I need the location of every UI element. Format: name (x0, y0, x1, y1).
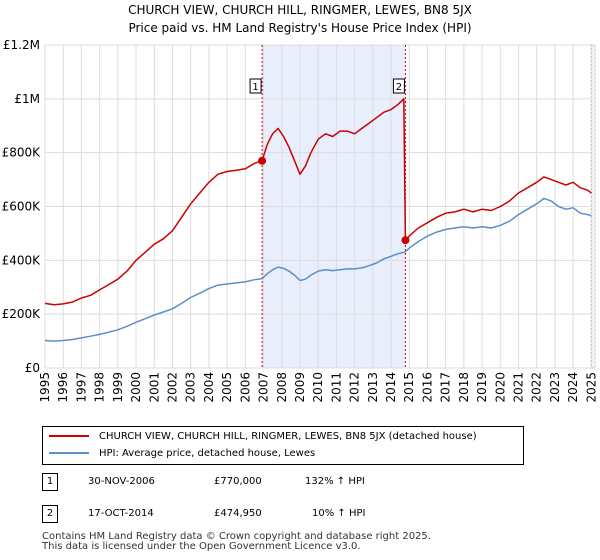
sale-badge: 1 (42, 473, 58, 491)
sale-marker-box (392, 78, 405, 94)
x-tick-label: 2015 (402, 372, 416, 403)
sale-date: 30-NOV-2006 (88, 476, 155, 487)
sale-price: £474,950 (214, 508, 262, 519)
legend-item-property: CHURCH VIEW, CHURCH HILL, RINGMER, LEWES… (49, 430, 477, 444)
x-tick-label: 2003 (184, 372, 198, 403)
x-tick-label: 1996 (56, 372, 70, 403)
x-tick-label: 1999 (111, 372, 125, 403)
future-hatch (590, 44, 596, 369)
x-tick-label: 2012 (348, 372, 362, 403)
x-tick-label: 2011 (329, 372, 343, 403)
x-tick-label: 2023 (548, 372, 562, 403)
y-tick-label: £800K (2, 146, 42, 160)
sale-point (401, 236, 410, 245)
sale-marker-box (249, 78, 262, 94)
x-tick-label: 2018 (457, 372, 471, 403)
y-tick-label: £1.2M (3, 38, 40, 52)
legend-swatch-property (49, 435, 89, 437)
x-tick-label: 2001 (147, 372, 161, 403)
x-tick-label: 2025 (584, 372, 598, 403)
x-tick-label: 1998 (93, 372, 107, 403)
x-tick-label: 2014 (384, 372, 398, 403)
sale-hpi-change: 132% ↑ HPI (305, 476, 365, 487)
sale-price: £770,000 (214, 476, 262, 487)
x-tick-label: 2019 (475, 372, 489, 403)
legend-label-hpi: HPI: Average price, detached house, Lewe… (99, 448, 316, 459)
y-tick-label: £1M (14, 92, 40, 106)
legend-item-hpi: HPI: Average price, detached house, Lewe… (49, 447, 315, 461)
x-tick-label: 1995 (38, 372, 52, 403)
sale-badge: 2 (42, 505, 58, 523)
x-tick-label: 2021 (512, 372, 526, 403)
x-tick-label: 2000 (129, 372, 143, 403)
sale-point (258, 156, 267, 165)
price-chart: £0 £200K £400K £600K £800K £1M £1.2M 1995 1996 19… (2, 38, 599, 403)
sale-marker-label: 1 (252, 82, 258, 93)
y-tick-label: £600K (2, 200, 42, 214)
series-line-hpi (44, 197, 592, 342)
x-tick-label: 2002 (165, 372, 179, 403)
x-tick-label: 2017 (439, 372, 453, 403)
x-tick-label: 2009 (293, 372, 307, 403)
x-tick-label: 2022 (530, 372, 544, 403)
chart-subtitle: Price paid vs. HM Land Registry's House … (128, 21, 472, 35)
y-tick-label: £200K (2, 307, 42, 321)
footer-copyright: Contains HM Land Registry data © Crown c… (42, 531, 431, 542)
y-tick-label: £400K (2, 253, 42, 267)
legend: CHURCH VIEW, CHURCH HILL, RINGMER, LEWES… (42, 426, 524, 465)
x-tick-label: 2004 (202, 372, 216, 403)
legend-swatch-hpi (49, 452, 89, 454)
y-tick-label: £0 (25, 361, 40, 375)
x-tick-label: 1997 (74, 372, 88, 403)
x-tick-label: 2007 (257, 372, 271, 403)
x-tick-label: 2016 (420, 372, 434, 403)
sale-hpi-change: 10% ↑ HPI (312, 508, 366, 519)
chart-title: CHURCH VIEW, CHURCH HILL, RINGMER, LEWES… (128, 3, 472, 17)
x-tick-label: 2024 (566, 372, 580, 403)
sale-marker-label: 2 (396, 82, 402, 93)
x-tick-label: 2013 (366, 372, 380, 403)
series-line-property (44, 98, 592, 306)
footer-licence: This data is licensed under the Open Gov… (42, 541, 361, 552)
x-tick-label: 2005 (220, 372, 234, 403)
sale-date: 17-OCT-2014 (88, 508, 154, 519)
x-tick-label: 2020 (493, 372, 507, 403)
x-tick-label: 2006 (238, 372, 252, 403)
x-tick-label: 2010 (311, 372, 325, 403)
x-tick-label: 2008 (275, 372, 289, 403)
legend-label-property: CHURCH VIEW, CHURCH HILL, RINGMER, LEWES… (99, 431, 477, 442)
